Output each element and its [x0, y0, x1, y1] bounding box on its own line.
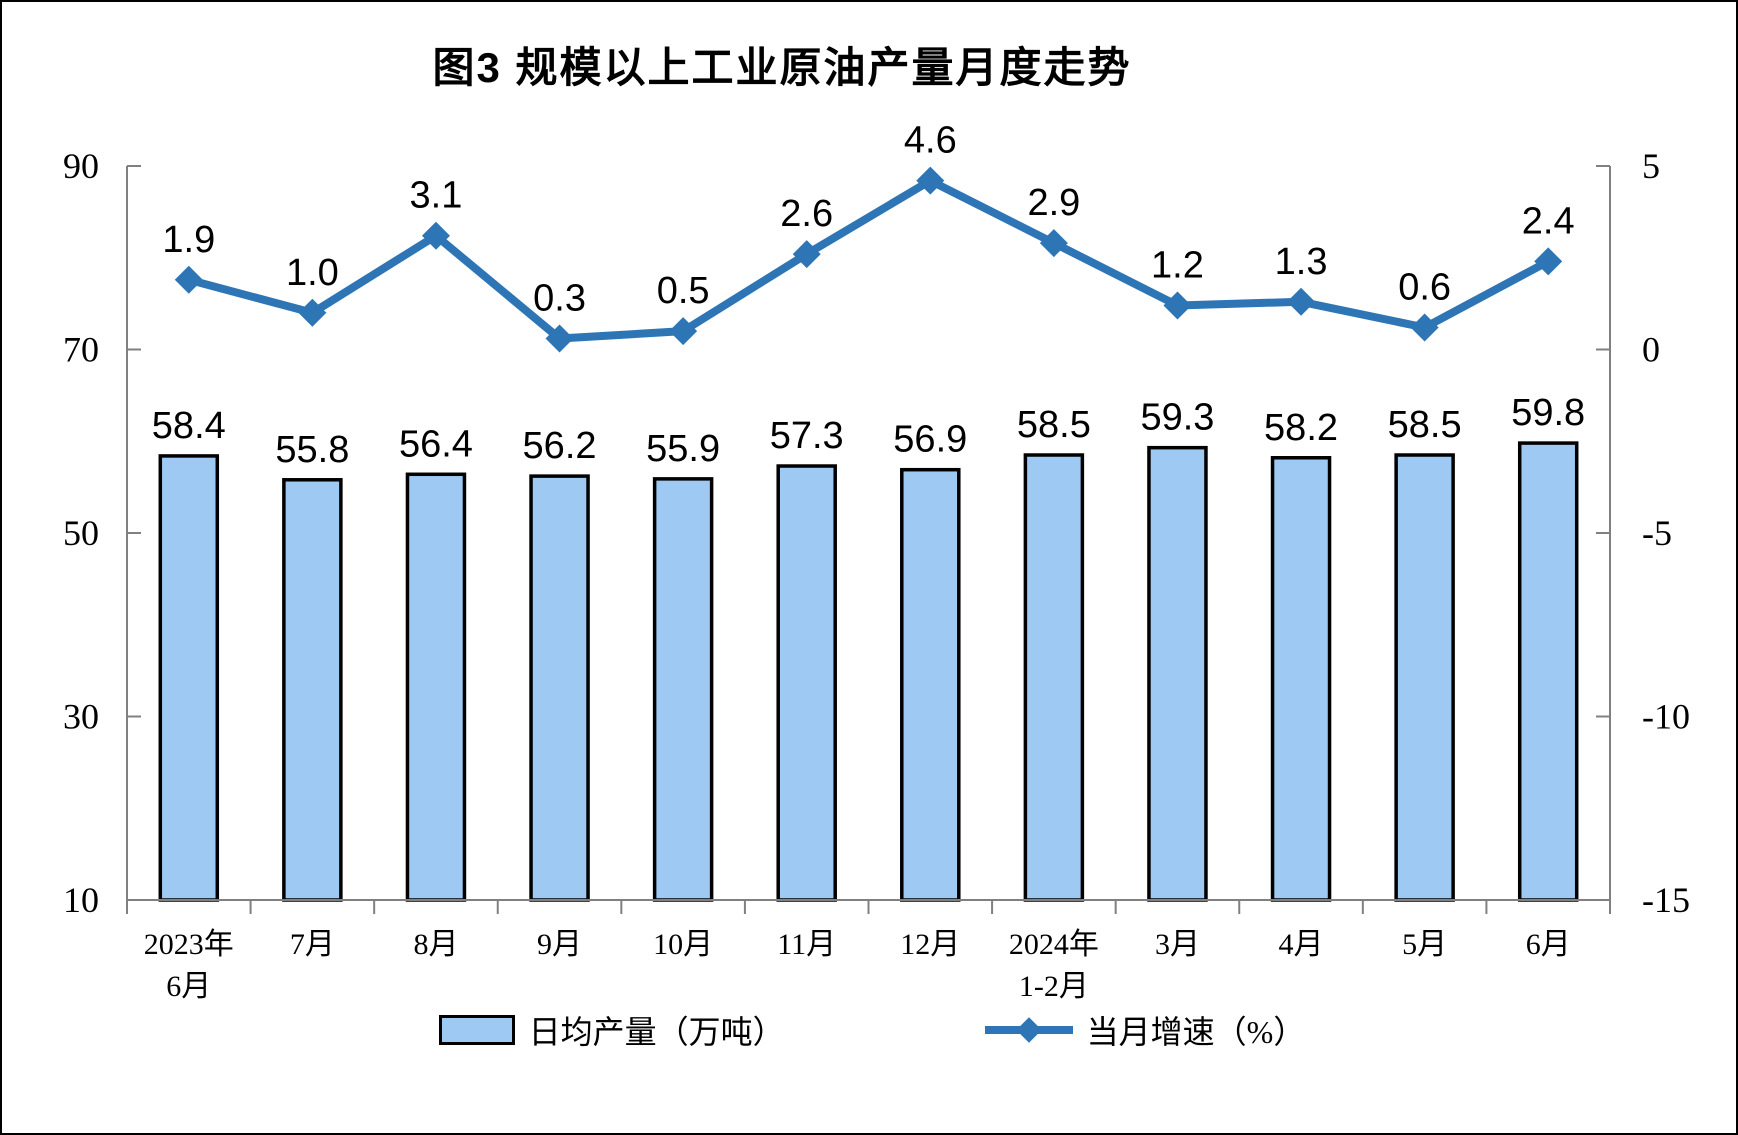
line-marker — [298, 298, 327, 327]
bar-value-label: 59.8 — [1511, 392, 1585, 434]
bar-value-label: 56.9 — [893, 419, 967, 461]
bar — [405, 472, 467, 902]
line-marker — [1534, 247, 1563, 276]
right-axis-tick-label: -15 — [1642, 880, 1690, 920]
x-axis-tick-label: 6月 — [166, 970, 211, 1003]
right-axis-tick-label: -5 — [1642, 513, 1672, 553]
line-marker — [916, 166, 945, 195]
left-axis-tick-label: 10 — [63, 880, 99, 920]
left-axis-tick-label: 90 — [63, 146, 99, 186]
diamond-marker-icon — [1015, 1017, 1042, 1043]
line-series-swatch-icon — [984, 1017, 1073, 1043]
bar — [282, 478, 343, 902]
line-marker — [1039, 229, 1068, 258]
line-value-label: 1.2 — [1151, 244, 1204, 286]
legend-item-bar-series: 日均产量（万吨） — [438, 1007, 785, 1053]
line-value-label: 2.9 — [1027, 182, 1080, 224]
x-axis-tick-label: 3月 — [1155, 928, 1200, 961]
legend: 日均产量（万吨） 当月增速（%） — [92, 1007, 1652, 1053]
x-axis-tick-label: 5月 — [1402, 928, 1447, 961]
line-marker — [174, 265, 203, 294]
line-marker — [1163, 291, 1192, 320]
bar — [1270, 456, 1332, 902]
x-axis-tick-label: 8月 — [413, 928, 458, 961]
left-axis-tick-label: 70 — [63, 330, 99, 370]
chart-title: 图3 规模以上工业原油产量月度走势 — [432, 44, 1132, 91]
x-axis-tick-label: 2024年 — [1009, 928, 1099, 961]
line-value-label: 4.6 — [904, 120, 957, 162]
bar — [900, 467, 961, 902]
line-value-label: 3.1 — [410, 175, 463, 217]
bar — [1023, 453, 1085, 902]
x-axis-tick-label: 12月 — [900, 928, 960, 961]
x-axis-tick-label: 4月 — [1279, 928, 1324, 961]
right-axis-tick-label: -10 — [1642, 697, 1690, 737]
bar — [158, 454, 220, 902]
bar — [1147, 445, 1208, 902]
line-value-label: 1.3 — [1275, 241, 1328, 283]
line-value-label: 2.6 — [780, 193, 833, 235]
line-marker — [1287, 287, 1316, 316]
legend-item-line-series: 当月增速（%） — [984, 1007, 1306, 1053]
right-axis-tick-label: 0 — [1642, 330, 1660, 370]
bar-value-label: 58.2 — [1264, 407, 1338, 449]
line-marker — [545, 324, 574, 353]
left-axis-tick-label: 50 — [63, 513, 99, 553]
line-value-label: 0.3 — [533, 277, 586, 319]
legend-label-bar-series: 日均产量（万吨） — [528, 1014, 785, 1050]
x-axis-tick-label: 9月 — [537, 928, 582, 961]
x-axis-tick-label: 10月 — [653, 928, 713, 961]
bar-value-label: 59.3 — [1140, 397, 1214, 439]
bar-value-label: 56.4 — [399, 423, 473, 465]
x-axis-tick-label: 7月 — [290, 928, 335, 961]
bar-value-label: 55.9 — [646, 428, 720, 470]
bar — [529, 474, 590, 902]
line-marker — [792, 240, 821, 269]
bar — [1517, 441, 1579, 902]
left-axis-tick-label: 30 — [63, 697, 99, 737]
growth-line — [187, 176, 1551, 343]
line-value-label: 2.4 — [1522, 200, 1575, 242]
bar — [652, 477, 714, 902]
bar-value-label: 56.2 — [523, 425, 597, 467]
legend-label-line-series: 当月增速（%） — [1086, 1014, 1306, 1050]
x-axis-tick-label: 11月 — [777, 928, 836, 961]
line-value-label: 1.9 — [162, 219, 215, 261]
bar-value-label: 58.5 — [1017, 404, 1091, 446]
line-value-label: 0.6 — [1398, 266, 1451, 308]
line-value-label: 0.5 — [657, 270, 710, 312]
line-value-label: 1.0 — [286, 252, 339, 294]
line-marker — [421, 221, 450, 250]
x-axis-tick-label: 2023年 — [144, 928, 234, 961]
line-marker — [669, 317, 698, 346]
x-axis-tick-label: 6月 — [1526, 928, 1571, 961]
x-axis-tick-label: 1-2月 — [1019, 970, 1089, 1003]
bar — [776, 464, 837, 902]
bar-value-label: 55.8 — [275, 429, 349, 471]
bar-value-label: 58.5 — [1388, 404, 1462, 446]
right-axis-tick-label: 5 — [1642, 146, 1660, 186]
bar-value-label: 58.4 — [152, 405, 226, 447]
line-marker — [1410, 313, 1439, 342]
bar-value-label: 57.3 — [770, 415, 844, 457]
bar — [1394, 453, 1455, 902]
bar-series-swatch-icon — [438, 1015, 515, 1045]
